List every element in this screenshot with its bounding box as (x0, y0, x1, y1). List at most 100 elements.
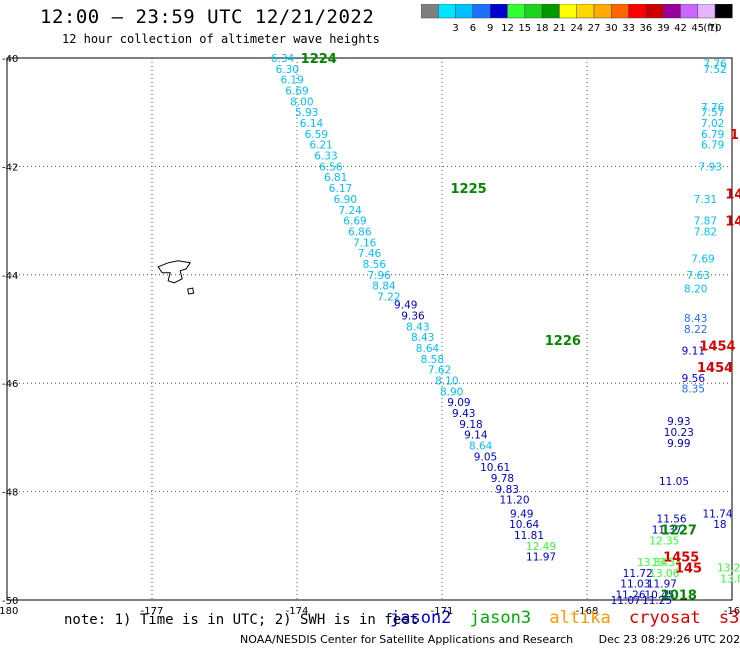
swh-value: 9.49 (510, 508, 533, 520)
swh-value: 8.22 (684, 324, 707, 336)
swh-value: 8.35 (682, 384, 705, 396)
chart-subtitle: 12 hour collection of altimeter wave hei… (62, 32, 380, 46)
swh-value: 11.37 (652, 525, 682, 537)
swh-value: 7.63 (686, 270, 709, 282)
swh-value: 10.23 (664, 427, 694, 439)
credit-org: NOAA/NESDIS Center for Satellite Applica… (240, 633, 574, 646)
scale-tick-label: 45 (691, 23, 704, 34)
scale-tick-label: 27 (588, 23, 601, 34)
pass-time-label: 1227 (661, 524, 697, 539)
lon-tick-label: -180 (0, 606, 18, 617)
swh-value: 7.24 (338, 205, 362, 217)
lon-tick-label: -177 (141, 606, 164, 617)
scale-tick-label: 42 (674, 23, 687, 34)
footer-note: note: 1) Time is in UTC; 2) SWH is in fe… (64, 612, 419, 628)
scale-tick-label: 15 (518, 23, 531, 34)
mission-jason2: jason2 (390, 608, 452, 628)
swh-value: 6.81 (324, 172, 347, 184)
pass-time-label: 1454 (699, 339, 735, 354)
swh-value: 13.8 (720, 573, 740, 585)
swh-value: 6.17 (329, 183, 352, 195)
swh-value: 7.02 (701, 118, 724, 130)
lat-tick-label: -46 (2, 379, 18, 390)
swh-value: 6.19 (280, 75, 303, 87)
swh-value: 13.34 (652, 557, 682, 569)
swh-value: 7.46 (358, 248, 382, 260)
swh-value: 11.72 (623, 568, 653, 580)
credit-line: NOAA/NESDIS Center for Satellite Applica… (240, 633, 740, 646)
swh-value: 8.90 (440, 386, 463, 398)
lon-tick-label: -16 (724, 606, 740, 617)
swh-value: 10.64 (509, 519, 539, 531)
swh-value: 11.56 (657, 514, 687, 526)
swh-value: 11.25 (642, 595, 672, 607)
scale-tick-label: 36 (640, 23, 653, 34)
swh-value: 7.22 (377, 291, 400, 303)
scale-tick-label: 6 (470, 23, 476, 34)
pitt-island-outline (187, 287, 195, 295)
swh-value: 11.81 (514, 530, 544, 542)
swh-value: 9.09 (447, 397, 470, 409)
swh-value: 6.79 (701, 129, 724, 141)
pass-time-label: 1225 (450, 182, 486, 197)
swh-value: 7.76 (701, 102, 725, 114)
scale-tick-label: 21 (553, 23, 566, 34)
swh-value: 12.35 (649, 535, 679, 547)
swh-value: 8.43 (411, 332, 434, 344)
swh-value: 7.62 (428, 365, 451, 377)
swh-value: 13.27 (717, 562, 740, 574)
color-scale-legend: 3 6 9 12 15 18 21 24 27 30 33 36 39 42 45 70(ft) (421, 4, 733, 34)
pass-time-label: 1 (730, 128, 739, 143)
swh-value: 7.93 (699, 161, 722, 173)
scale-tick-label: 33 (622, 23, 635, 34)
scale-tick-label: 12 (501, 23, 514, 34)
swh-value: 8.56 (363, 259, 387, 271)
swh-value: 8.64 (416, 343, 440, 355)
pass-time-label: 145 (675, 561, 702, 576)
scale-tick-label: 3 (452, 23, 458, 34)
scale-tick-label: 30 (605, 23, 618, 34)
lat-tick-label: -40 (2, 54, 18, 65)
swh-value: 6.69 (343, 216, 366, 228)
chatham-island-outline (157, 260, 192, 284)
swh-value: 9.78 (491, 473, 514, 485)
lon-tick-label: -168 (576, 606, 599, 617)
swh-value: 11.20 (499, 495, 529, 507)
lat-tick-label: -42 (2, 162, 18, 173)
chart-title: 12:00 – 23:59 UTC 12/21/2022 (40, 6, 375, 28)
swh-value: 11.07 (611, 595, 641, 607)
swh-value: 6.59 (305, 129, 328, 141)
swh-value: 9.49 (394, 300, 417, 312)
swh-value: 18 (713, 519, 726, 531)
lon-tick-label: -171 (431, 606, 454, 617)
swh-value: 6.86 (348, 226, 372, 238)
swh-value: 7.96 (367, 270, 391, 282)
scale-tick-label: 18 (536, 23, 549, 34)
swh-value: 6.34 (271, 53, 295, 65)
mission-s3a: s3a (718, 608, 740, 628)
swh-value: 6.21 (309, 140, 332, 152)
swh-value: 8.43 (406, 321, 429, 333)
swh-value: 7.69 (691, 254, 714, 266)
swh-value: 9.99 (667, 438, 690, 450)
swh-value: 11.74 (702, 508, 732, 520)
scale-swatch (714, 4, 733, 19)
mission-jason3: jason3 (469, 608, 532, 628)
swh-value: 9.36 (401, 310, 425, 322)
swh-value: 11.97 (647, 579, 677, 591)
swh-value: 7.31 (694, 194, 717, 206)
swh-value: 11.97 (526, 552, 556, 564)
lat-tick-label: -48 (2, 488, 18, 499)
swh-value: 8.64 (469, 441, 493, 453)
swh-value: 8.43 (684, 313, 707, 325)
swh-value: 9.11 (682, 346, 705, 358)
swh-value: 11.03 (620, 579, 650, 591)
scale-tick-label: 9 (487, 23, 493, 34)
swh-value: 8.84 (372, 281, 396, 293)
swh-value: 10.45 (644, 590, 674, 602)
scale-tick-label: 24 (570, 23, 583, 34)
lat-tick-label: -44 (2, 271, 18, 282)
pass-time-label: 1224 (301, 52, 337, 67)
swh-value: 7.82 (694, 226, 717, 238)
